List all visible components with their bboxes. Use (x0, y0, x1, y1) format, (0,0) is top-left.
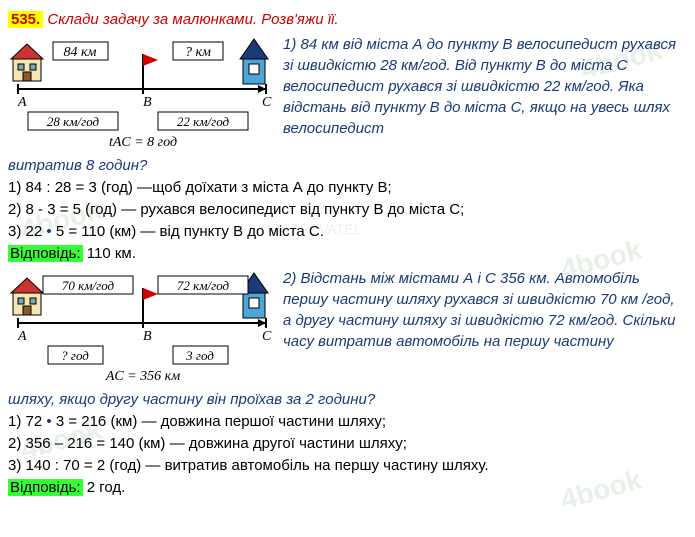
diagram1-svg: 84 км ? км A B C 28 км/год 22 км/год tAC… (8, 34, 273, 154)
svg-text:72 км/год: 72 км/год (177, 278, 230, 293)
p1-step1: 1) 84 : 28 = 3 (год) —щоб доїхати з міст… (8, 177, 687, 198)
task-header: 535. Склади задачу за малюнками. Розв'яж… (8, 9, 687, 30)
svg-text:A: A (17, 329, 27, 344)
p2-narrative: Відстань між містами А і С 356 км. Автом… (283, 270, 676, 350)
svg-text:C: C (262, 95, 272, 110)
p2-narrative-tail: шляху, якщо другу частину він проїхав за… (8, 389, 687, 410)
problem1-diagram: 84 км ? км A B C 28 км/год 22 км/год tAC… (8, 34, 273, 154)
svg-text:22 км/год: 22 км/год (177, 114, 230, 129)
p1-narrative-tail: витратив 8 годин? (8, 155, 687, 176)
svg-text:3 год: 3 год (185, 348, 214, 363)
svg-text:84 км: 84 км (64, 45, 97, 60)
svg-text:? км: ? км (185, 45, 211, 60)
p2-step1: 1) 72 • 3 = 216 (км) — довжина першої ча… (8, 411, 687, 432)
p1-narrative: 84 км від міста А до пункту В велосипеди… (283, 36, 676, 137)
task-title: Склади задачу за малюнками. Розв'яжи її. (47, 11, 338, 28)
problem1-text: 1) 84 км від міста А до пункту В велосип… (283, 34, 687, 139)
svg-text:A: A (17, 95, 27, 110)
p1-step3: 3) 22 • 5 = 110 (км) — від пункту В до м… (8, 221, 687, 242)
answer-label: Відповідь: (8, 245, 83, 262)
task-number: 535. (8, 11, 43, 28)
answer-value: 110 км. (87, 245, 136, 262)
answer-label: Відповідь: (8, 479, 83, 496)
svg-text:28 км/год: 28 км/год (47, 114, 100, 129)
problem2-text: 2) Відстань між містами А і С 356 км. Ав… (283, 268, 687, 352)
p1-step2: 2) 8 - 3 = 5 (год) — рухався велосипедис… (8, 199, 687, 220)
p2-answer: Відповідь: 2 год. (8, 477, 687, 498)
p2-step3: 3) 140 : 70 = 2 (год) — витратив автомоб… (8, 455, 687, 476)
svg-text:C: C (262, 329, 272, 344)
svg-text:tAC = 8 год: tAC = 8 год (109, 135, 177, 150)
svg-text:B: B (143, 95, 152, 110)
problem2-block: 70 км/год 72 км/год A B C ? год 3 год AC… (8, 268, 687, 388)
answer-value: 2 год. (87, 479, 126, 496)
problem1-block: 84 км ? км A B C 28 км/год 22 км/год tAC… (8, 34, 687, 154)
svg-text:70 км/год: 70 км/год (62, 278, 115, 293)
p2-lead: 2) (283, 270, 296, 287)
p1-lead: 1) (283, 36, 296, 53)
svg-text:? год: ? год (61, 348, 89, 363)
problem2-diagram: 70 км/год 72 км/год A B C ? год 3 год AC… (8, 268, 273, 388)
p2-step2: 2) 356 – 216 = 140 (км) — довжина другої… (8, 433, 687, 454)
p1-answer: Відповідь: 110 км. (8, 243, 687, 264)
svg-text:B: B (143, 329, 152, 344)
content: 535. Склади задачу за малюнками. Розв'яж… (8, 9, 687, 498)
svg-text:AC = 356 км: AC = 356 км (105, 369, 180, 384)
diagram2-svg: 70 км/год 72 км/год A B C ? год 3 год AC… (8, 268, 273, 388)
